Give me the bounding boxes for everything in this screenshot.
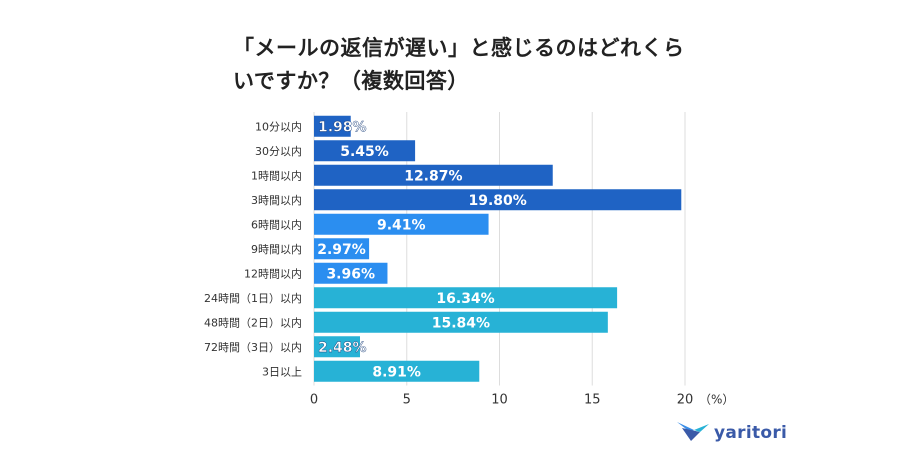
logo-text: yaritori (714, 423, 788, 443)
bar (314, 287, 618, 309)
category-label: 6時間以内 (251, 217, 302, 231)
chart-title: 「メールの返信が遅い」と感じるのはどれくらいですか？（複数回答） (233, 36, 685, 93)
bar (314, 213, 489, 235)
value-labels: 1.98% 5.45% 12.87% 19.80% 9.41% 2.97% 3.96% 16.… (317, 119, 527, 380)
x-axis-ticks: 0 5 10 15 20 （%） (310, 393, 735, 408)
value-label: 2.97% (317, 242, 366, 258)
category-labels: 10分以内 30分以内 1時間以内 3時間以内 6時間以内 9時間以内 12時間以内 24時間… (204, 119, 302, 378)
value-label: 1.98% (318, 119, 367, 135)
value-label: 19.80% (468, 193, 526, 209)
category-label: 48時間（2日）以内 (204, 315, 302, 329)
x-tick-label: 20 (677, 393, 694, 408)
bar (314, 311, 608, 333)
category-label: 9時間以内 (251, 242, 302, 256)
x-tick-label: 5 (403, 393, 411, 408)
category-label: 30分以内 (255, 144, 302, 158)
yaritori-bird-logo-icon (676, 420, 710, 446)
category-label: 24時間（1日）以内 (204, 291, 302, 305)
value-label: 3.96% (326, 266, 375, 282)
x-tick-label: 10 (491, 393, 508, 408)
bar (314, 336, 361, 358)
value-label: 2.48% (318, 340, 367, 356)
value-label: 8.91% (372, 364, 421, 380)
category-label: 3時間以内 (251, 193, 302, 207)
category-label: 12時間以内 (244, 266, 302, 280)
category-label: 72時間（3日）以内 (204, 340, 302, 354)
value-label: 16.34% (436, 291, 494, 307)
bar (314, 262, 388, 284)
yaritori-logo: yaritori (676, 420, 787, 446)
category-label: 1時間以内 (251, 168, 302, 182)
value-label: 12.87% (404, 168, 462, 184)
value-label: 15.84% (432, 315, 490, 331)
category-label: 10分以内 (255, 119, 302, 133)
bar (314, 238, 370, 260)
bars (314, 115, 682, 382)
x-tick-label: 0 (310, 393, 318, 408)
value-label: 9.41% (377, 217, 426, 233)
value-label: 5.45% (340, 144, 389, 160)
bar (314, 140, 416, 162)
bar (314, 115, 351, 137)
bar (314, 360, 480, 382)
bar (314, 164, 553, 186)
x-tick-label: 15 (584, 393, 601, 408)
bar (314, 189, 682, 211)
category-label: 3日以上 (262, 365, 302, 378)
x-axis-unit-label: （%） (699, 393, 734, 407)
